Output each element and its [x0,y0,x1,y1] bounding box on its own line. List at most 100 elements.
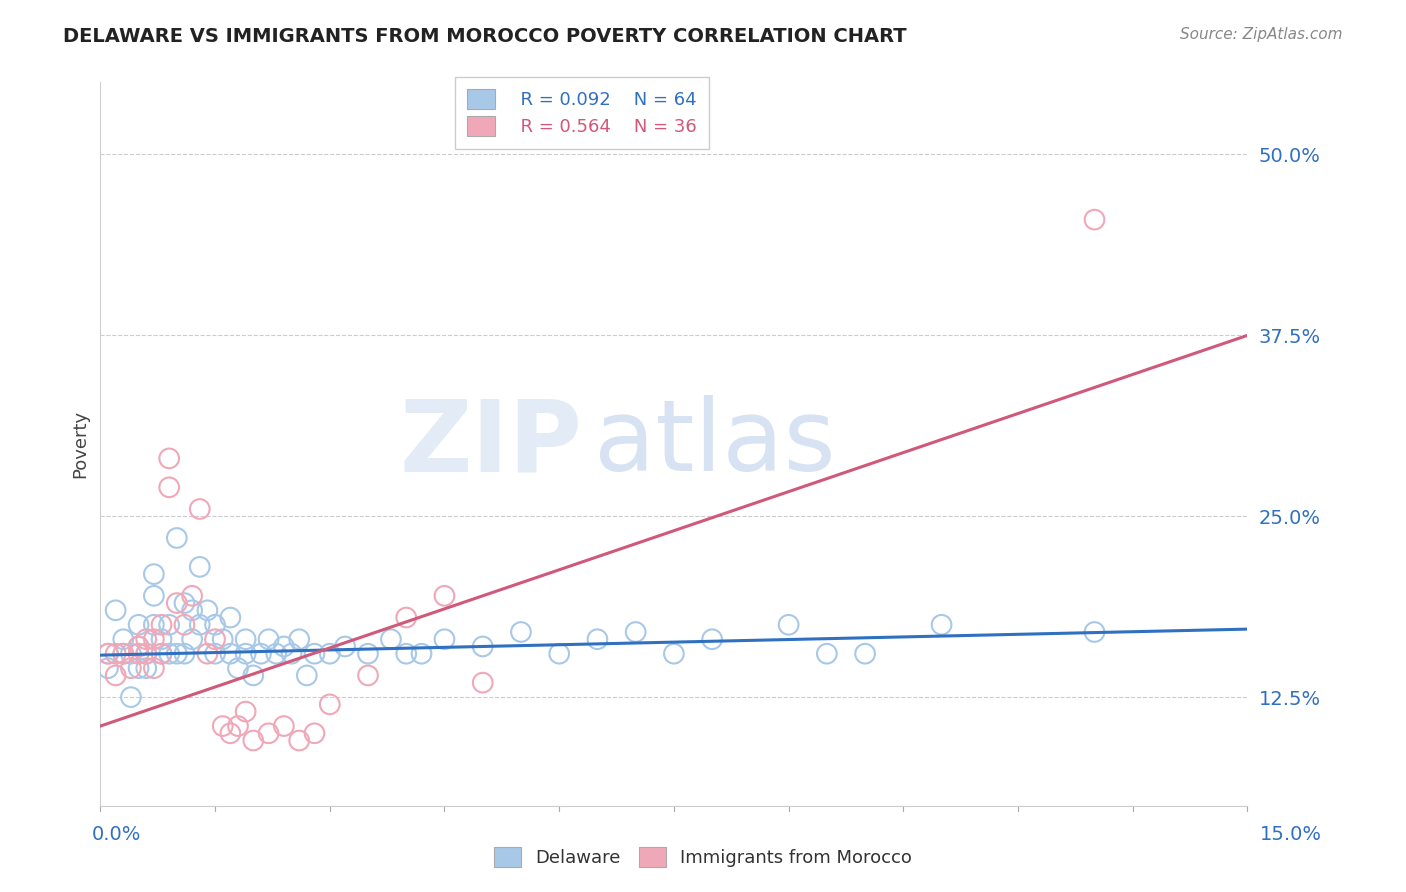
Point [471,640,494,654]
Point [395,610,418,624]
Point [135,661,157,675]
Point [166,647,188,661]
Text: atlas: atlas [593,395,835,492]
Y-axis label: Poverty: Poverty [72,409,89,478]
Point [273,640,295,654]
Point [181,589,204,603]
Point [128,640,150,654]
Point [150,617,173,632]
Point [135,647,157,661]
Point [112,647,135,661]
Point [128,617,150,632]
Point [128,640,150,654]
Point [120,647,142,661]
Point [662,647,685,661]
Point [702,632,724,647]
Point [128,647,150,661]
Text: 0.0%: 0.0% [91,825,141,844]
Point [319,647,342,661]
Point [197,647,219,661]
Point [97,647,120,661]
Point [157,617,180,632]
Point [188,560,211,574]
Point [433,632,456,647]
Point [197,603,219,617]
Point [128,661,150,675]
Point [295,668,318,682]
Point [1083,625,1105,640]
Point [815,647,838,661]
Point [1083,212,1105,227]
Legend: Delaware, Immigrants from Morocco: Delaware, Immigrants from Morocco [486,839,920,874]
Point [166,596,188,610]
Point [181,603,204,617]
Point [219,726,242,740]
Point [433,589,456,603]
Point [157,451,180,466]
Point [104,647,127,661]
Point [204,632,226,647]
Point [112,632,135,647]
Point [273,719,295,733]
Point [257,726,280,740]
Point [931,617,953,632]
Point [548,647,571,661]
Point [120,690,142,705]
Point [157,480,180,494]
Point [280,647,302,661]
Point [142,589,165,603]
Point [411,647,433,661]
Point [97,661,120,675]
Text: ZIP: ZIP [399,395,582,492]
Point [333,640,356,654]
Point [157,647,180,661]
Point [226,719,249,733]
Point [586,632,609,647]
Point [304,726,326,740]
Point [135,632,157,647]
Text: Source: ZipAtlas.com: Source: ZipAtlas.com [1180,27,1343,42]
Point [166,531,188,545]
Point [173,647,195,661]
Point [204,617,226,632]
Point [357,647,380,661]
Point [173,617,195,632]
Point [104,668,127,682]
Point [142,617,165,632]
Point [219,647,242,661]
Legend:   R = 0.092    N = 64,   R = 0.564    N = 36: R = 0.092 N = 64, R = 0.564 N = 36 [456,77,710,149]
Point [257,632,280,647]
Point [211,719,233,733]
Point [188,617,211,632]
Point [219,610,242,624]
Point [778,617,800,632]
Point [120,661,142,675]
Point [395,647,418,661]
Point [142,661,165,675]
Point [150,647,173,661]
Point [150,647,173,661]
Point [510,625,533,640]
Point [319,698,342,712]
Point [235,647,257,661]
Point [235,705,257,719]
Point [357,668,380,682]
Point [304,647,326,661]
Point [173,596,195,610]
Point [288,632,311,647]
Point [135,647,157,661]
Point [112,647,135,661]
Point [250,647,273,661]
Point [150,632,173,647]
Point [264,647,287,661]
Point [142,567,165,582]
Point [188,502,211,516]
Text: 15.0%: 15.0% [1260,825,1322,844]
Point [226,661,249,675]
Point [471,675,494,690]
Point [624,625,647,640]
Point [211,632,233,647]
Point [242,668,264,682]
Point [142,632,165,647]
Point [380,632,402,647]
